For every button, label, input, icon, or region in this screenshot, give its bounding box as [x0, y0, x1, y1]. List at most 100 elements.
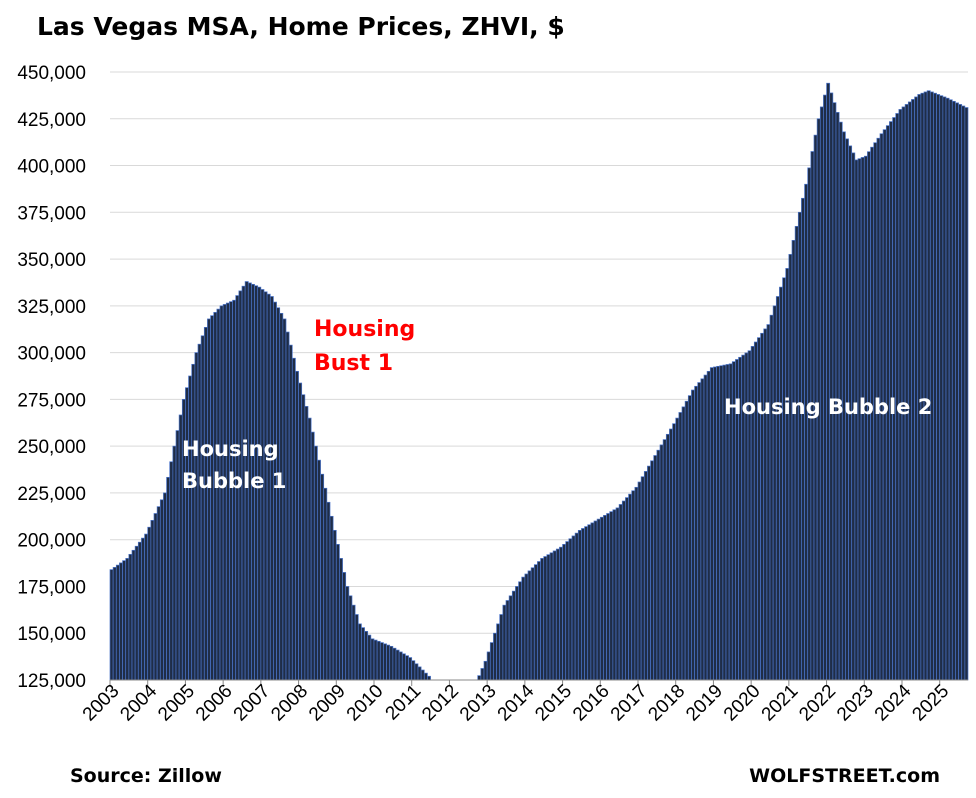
- bar: [914, 96, 919, 681]
- bar: [933, 92, 937, 681]
- bar: [291, 357, 296, 681]
- bar: [942, 96, 947, 681]
- bar: [191, 363, 196, 681]
- x-tick-label: 2014: [494, 680, 539, 725]
- bar: [694, 385, 699, 681]
- bar: [505, 600, 510, 681]
- bar: [354, 614, 359, 681]
- bar: [137, 541, 142, 681]
- bar: [496, 623, 501, 681]
- bar: [159, 499, 164, 681]
- bar: [188, 375, 193, 681]
- x-tick-label: 2006: [192, 681, 237, 726]
- bar: [672, 423, 677, 681]
- bar: [335, 544, 340, 681]
- bar: [156, 506, 161, 681]
- bar: [376, 640, 381, 681]
- bar: [515, 586, 519, 681]
- annotation-housing-bust-1: Housing: [314, 317, 415, 342]
- x-tick-label: 2013: [456, 681, 501, 726]
- bar: [489, 642, 494, 681]
- bar: [480, 668, 485, 681]
- bar: [147, 526, 152, 681]
- x-tick-label: 2008: [267, 681, 312, 726]
- bar: [543, 556, 548, 681]
- bar: [524, 573, 529, 681]
- bar: [779, 286, 783, 681]
- x-tick-label: 2011: [382, 681, 426, 725]
- x-tick-label: 2024: [871, 680, 916, 725]
- bar: [175, 430, 180, 681]
- bar: [213, 312, 218, 681]
- x-tick-label: 2021: [758, 681, 803, 726]
- bar: [295, 370, 299, 681]
- bar: [753, 341, 758, 681]
- bar: [559, 546, 563, 681]
- bar: [383, 643, 387, 681]
- bar: [669, 428, 673, 681]
- bar: [112, 567, 117, 681]
- bar: [951, 100, 956, 681]
- bar: [276, 307, 281, 681]
- x-tick-label: 2025: [909, 681, 954, 726]
- y-tick-label: 175,000: [17, 577, 86, 598]
- bar: [769, 314, 774, 681]
- bar: [618, 504, 623, 681]
- bar: [361, 627, 365, 681]
- x-tick-label: 2018: [645, 681, 690, 726]
- bar: [499, 614, 504, 681]
- bar: [804, 183, 809, 681]
- source-label: Source: Zillow: [70, 765, 222, 787]
- bar: [351, 604, 356, 681]
- bar: [119, 562, 123, 681]
- bar: [379, 642, 384, 681]
- x-tick-label: 2005: [154, 681, 199, 726]
- bar: [307, 417, 312, 681]
- y-tick-label: 200,000: [17, 531, 86, 552]
- bar: [625, 497, 629, 681]
- bar: [194, 352, 199, 681]
- bar: [659, 444, 664, 681]
- bar: [185, 387, 189, 681]
- bar: [373, 639, 378, 681]
- bar: [775, 296, 780, 681]
- bar: [109, 569, 114, 681]
- bar: [964, 107, 969, 681]
- bar: [502, 604, 507, 681]
- bar: [955, 102, 959, 681]
- x-tick-label: 2010: [343, 681, 388, 726]
- y-tick-label: 450,000: [17, 63, 86, 84]
- bar: [367, 634, 372, 681]
- bar: [329, 515, 334, 681]
- bar: [493, 632, 497, 681]
- bar: [596, 518, 601, 681]
- bar: [310, 431, 315, 681]
- bar: [590, 522, 595, 681]
- bar: [427, 675, 431, 681]
- x-tick-label: 2012: [418, 681, 463, 726]
- bar: [785, 268, 790, 681]
- bar: [562, 544, 567, 681]
- bar: [386, 644, 391, 681]
- bar: [640, 476, 645, 681]
- bar: [552, 550, 557, 681]
- bar: [772, 305, 777, 681]
- bar: [420, 669, 425, 681]
- bar: [392, 647, 397, 681]
- x-tick-label: 2017: [607, 681, 652, 726]
- bar: [288, 344, 293, 681]
- y-axis: 125,000 150,000 175,000 200,000 225,000 250,0…: [17, 63, 86, 692]
- bar: [823, 94, 827, 681]
- bar: [958, 104, 963, 681]
- bar: [788, 254, 793, 681]
- bar: [150, 520, 155, 681]
- bar: [653, 455, 658, 681]
- annotation-housing-bust-1: Bust 1: [314, 351, 393, 376]
- bar: [656, 449, 661, 681]
- y-tick-label: 300,000: [17, 344, 86, 365]
- bar: [794, 225, 799, 681]
- bar: [901, 106, 906, 681]
- bar: [939, 95, 944, 681]
- bar: [389, 645, 394, 681]
